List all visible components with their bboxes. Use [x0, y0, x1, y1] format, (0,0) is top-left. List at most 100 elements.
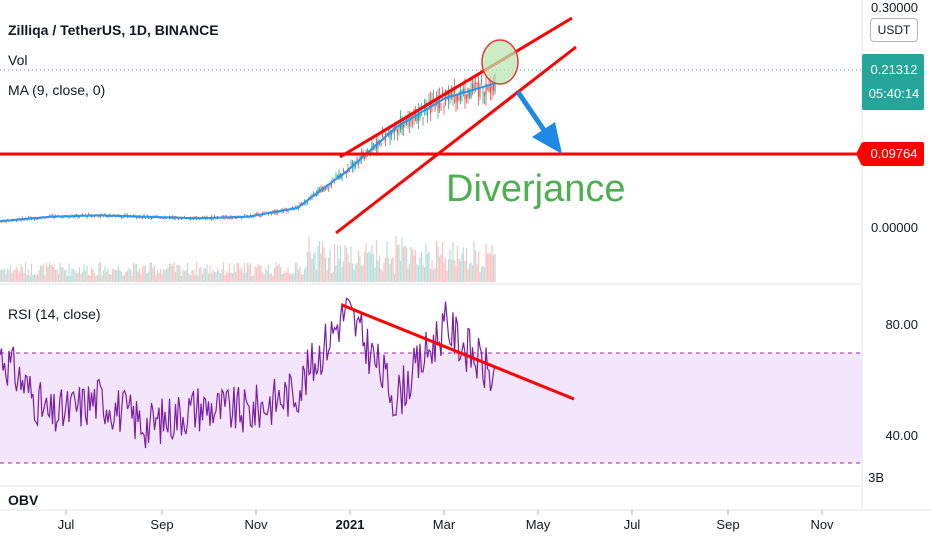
time-label: Sep: [150, 517, 174, 532]
volume-bar: [219, 273, 222, 282]
volume-bar: [72, 269, 75, 282]
rsi-trend-line[interactable]: [341, 303, 575, 401]
volume-bar: [119, 270, 121, 282]
volume-bar: [368, 251, 370, 282]
volume-bar: [212, 269, 214, 282]
candle-body: [98, 215, 100, 217]
volume-bar: [356, 262, 358, 282]
volume-bar: [47, 266, 49, 282]
volume-bar: [458, 258, 460, 282]
candle-body: [396, 128, 399, 133]
volume-bar: [107, 268, 109, 282]
volume-bar: [39, 265, 42, 282]
volume-bar: [159, 269, 162, 282]
volume-bar: [194, 274, 196, 282]
volume-bar: [435, 240, 438, 282]
volume-bar: [401, 237, 403, 282]
volume-bar: [471, 264, 474, 282]
rsi-legend[interactable]: RSI (14, close): [8, 306, 101, 322]
time-label: May: [525, 517, 551, 532]
volume-bar: [150, 262, 153, 282]
volume-bar: [473, 240, 475, 282]
channel-lower-line[interactable]: [335, 45, 577, 235]
volume-bar: [56, 269, 58, 282]
volume-bar: [300, 274, 303, 282]
volume-bar: [210, 273, 213, 282]
volume-bar: [299, 266, 301, 282]
volume-bar: [108, 273, 111, 282]
volume-bar: [195, 262, 198, 282]
volume-bar: [351, 263, 354, 282]
candle-body: [38, 218, 40, 220]
volume-bar: [77, 272, 79, 282]
candle-body: [345, 171, 348, 174]
volume-bar: [201, 274, 204, 282]
volume-bar: [59, 262, 61, 282]
volume-bar: [200, 267, 202, 282]
volume-bar: [104, 266, 106, 282]
volume-bar: [324, 257, 327, 282]
volume-bar: [20, 263, 22, 282]
down-arrow-icon[interactable]: [515, 90, 562, 154]
candle-body: [323, 188, 325, 192]
ma-legend[interactable]: MA (9, close, 0): [8, 82, 106, 98]
candle-body: [251, 216, 253, 218]
symbol-title: Zilliqa / TetherUS, 1D, BINANCE: [8, 22, 219, 38]
volume-bar: [125, 271, 127, 282]
currency-button[interactable]: USDT: [870, 18, 918, 42]
candle-body: [177, 218, 180, 220]
highlight-circle[interactable]: [481, 39, 519, 85]
volume-bar: [89, 275, 91, 282]
volume-legend[interactable]: Vol: [8, 52, 28, 68]
volume-bar: [240, 267, 243, 282]
volume-bar: [236, 262, 238, 282]
volume-bar: [288, 273, 291, 282]
diverjance-annotation[interactable]: Diverjance: [446, 168, 626, 210]
volume-bar: [437, 246, 439, 282]
volume-bar: [233, 264, 235, 282]
volume-bar: [302, 274, 304, 282]
volume-bar: [162, 268, 165, 282]
price-tick-top: 0.30000: [871, 0, 918, 15]
volume-bar: [161, 275, 163, 282]
volume-bar: [24, 262, 27, 282]
obv-legend[interactable]: OBV: [8, 492, 39, 508]
volume-bar: [392, 256, 394, 282]
volume-bar: [221, 269, 223, 282]
volume-bar: [263, 274, 265, 282]
volume-bar: [74, 270, 76, 282]
channel-upper-line[interactable]: [339, 16, 573, 159]
volume-bar: [378, 255, 381, 282]
volume-bar: [135, 263, 138, 282]
volume-bar: [114, 269, 117, 282]
volume-bar: [2, 269, 4, 282]
candle-body: [441, 91, 444, 95]
volume-bar: [474, 250, 477, 282]
volume-bar: [113, 269, 115, 282]
volume-bar: [78, 267, 81, 282]
volume-bar: [275, 262, 277, 282]
volume-bar: [413, 255, 415, 282]
volume-bar: [209, 265, 211, 282]
volume-bar: [0, 269, 1, 282]
volume-bar: [287, 267, 289, 282]
candle-body: [468, 90, 471, 97]
candle-body: [356, 158, 358, 163]
volume-bar: [279, 266, 282, 282]
candle-body: [380, 142, 382, 145]
volume-bar: [395, 235, 397, 282]
volume-bar: [14, 269, 16, 282]
volume-bar: [321, 241, 324, 282]
volume-bar: [258, 265, 261, 282]
candle-body: [464, 88, 466, 100]
volume-bar: [438, 256, 441, 282]
volume-bar: [315, 269, 318, 282]
candle-body: [471, 84, 474, 91]
volume-bar: [423, 267, 426, 282]
volume-bar: [123, 274, 126, 282]
volume-bar: [281, 274, 283, 282]
volume-bar: [164, 270, 166, 282]
volume-bar: [21, 267, 24, 282]
volume-bar: [54, 269, 57, 282]
